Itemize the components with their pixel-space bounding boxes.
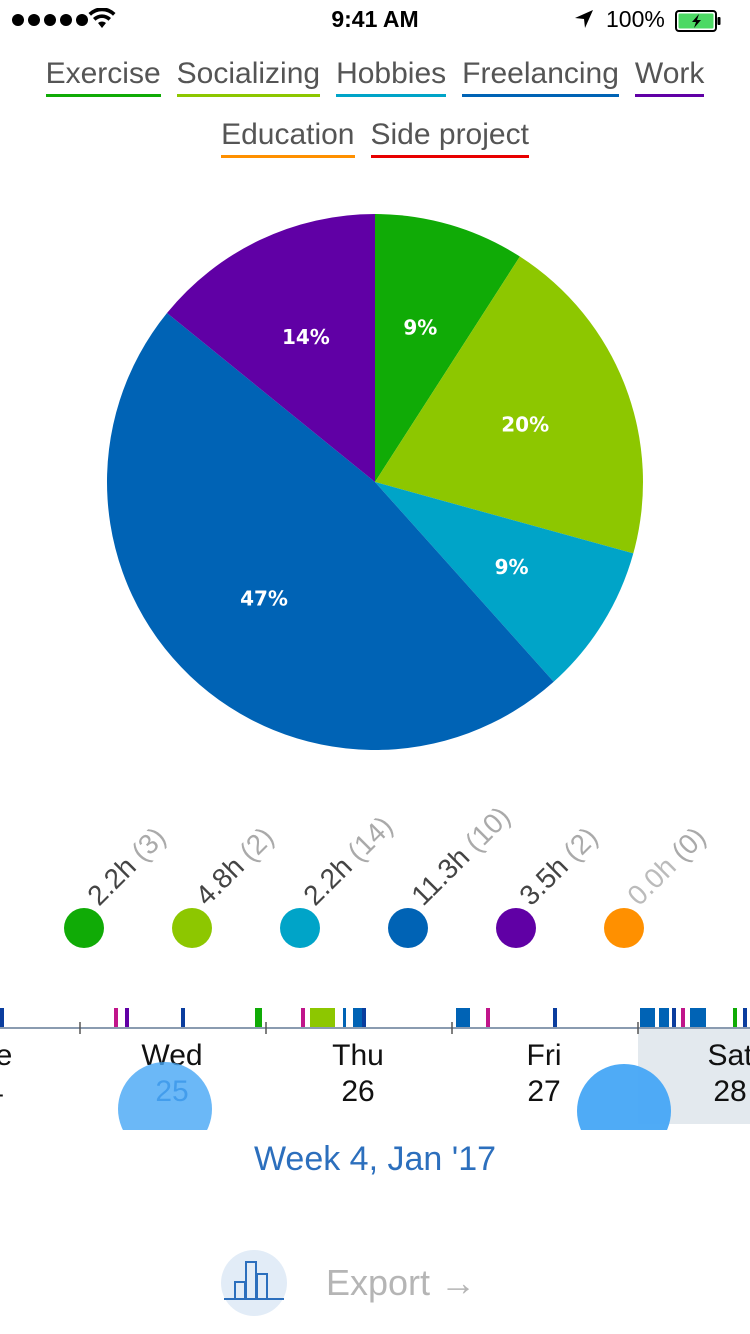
location-arrow-icon [575,10,593,28]
summary-value: 3.5h (2) [513,821,604,912]
battery-charging-icon [675,10,721,32]
legend-socializing[interactable]: Socializing [176,56,321,97]
pie-slice-hobbies[interactable] [375,482,634,682]
pie-slice-freelancing[interactable] [106,313,554,750]
pie-slice-label: 20% [501,413,549,437]
day-fri[interactable]: Fri 27 [526,1039,562,1108]
bar-chart-icon [224,1261,284,1300]
summary-dot [64,908,104,948]
pie-slice-label: 47% [240,586,288,610]
pie-slice-exercise[interactable] [375,214,520,482]
legend-freelancing[interactable]: Freelancing [462,56,619,97]
pie-chart-svg: 9% 20% 9% 47% 14% [106,214,643,750]
summary-education[interactable]: 0.0h (0) [604,790,714,960]
day-sat[interactable]: Sat 28 [707,1039,750,1108]
battery-percentage: 100% [606,6,665,32]
legend-row-2: Education Side project [0,117,750,158]
pie-slice-socializing[interactable] [375,256,643,554]
pie-chart: 9% 20% 9% 47% 14% [0,180,750,780]
signal-strength-icon [12,14,88,26]
summary-value: 0.0h (0) [621,821,712,912]
pie-slice-label: 9% [495,555,529,579]
legend-exercise[interactable]: Exercise [45,56,161,97]
day-tue[interactable]: Tue24 [0,1039,13,1108]
week-label[interactable]: Week 4, Jan '17 [253,1140,497,1178]
bottom-bar: Export → [0,1250,750,1320]
export-button[interactable]: Export → [326,1262,477,1303]
range-end-handle[interactable] [577,1064,671,1130]
summary-socializing[interactable]: 4.8h (2) [172,790,282,960]
pie-slice-work[interactable] [166,214,375,482]
wifi-icon [88,8,116,28]
summary-dot [388,908,428,948]
summary-dot [280,908,320,948]
legend-hobbies[interactable]: Hobbies [336,56,447,97]
pie-slice-label: 14% [282,325,330,349]
legend-work[interactable]: Work [634,56,705,97]
category-legend: Exercise Socializing Hobbies Freelancing… [0,56,750,178]
summary-dot [172,908,212,948]
summary-value: 2.2h (14) [297,810,399,912]
summary-hobbies[interactable]: 2.2h (14) [280,790,399,960]
status-bar: 9:41 AM 100% [0,0,750,40]
range-start-handle[interactable] [118,1062,212,1130]
activity-strip [0,1008,750,1034]
summary-dot [604,908,644,948]
status-time: 9:41 AM [331,6,419,32]
legend-side-project[interactable]: Side project [370,117,529,158]
summary-value: 4.8h (2) [189,821,280,912]
category-summary: 2.2h (3) 4.8h (2) 2.2h (14) 11.3h (10) 3… [0,790,750,960]
summary-value: 2.2h (3) [81,821,172,912]
legend-row-1: Exercise Socializing Hobbies Freelancing… [0,56,750,97]
summary-dot [496,908,536,948]
legend-education[interactable]: Education [221,117,355,158]
summary-work[interactable]: 3.5h (2) [496,790,606,960]
summary-exercise[interactable]: 2.2h (3) [64,790,174,960]
chart-view-button[interactable] [221,1250,287,1316]
pie-slice-label: 9% [403,316,437,340]
day-thu[interactable]: Thu 26 [332,1039,384,1108]
summary-freelancing[interactable]: 11.3h (10) [388,790,516,960]
